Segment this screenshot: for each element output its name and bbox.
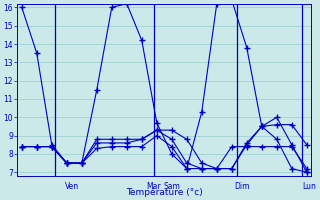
X-axis label: Température (°c): Température (°c) <box>126 187 203 197</box>
Text: Lun: Lun <box>302 182 316 191</box>
Text: Ven: Ven <box>65 182 79 191</box>
Text: Dim: Dim <box>234 182 249 191</box>
Text: Sam: Sam <box>163 182 180 191</box>
Text: Mar: Mar <box>147 182 161 191</box>
